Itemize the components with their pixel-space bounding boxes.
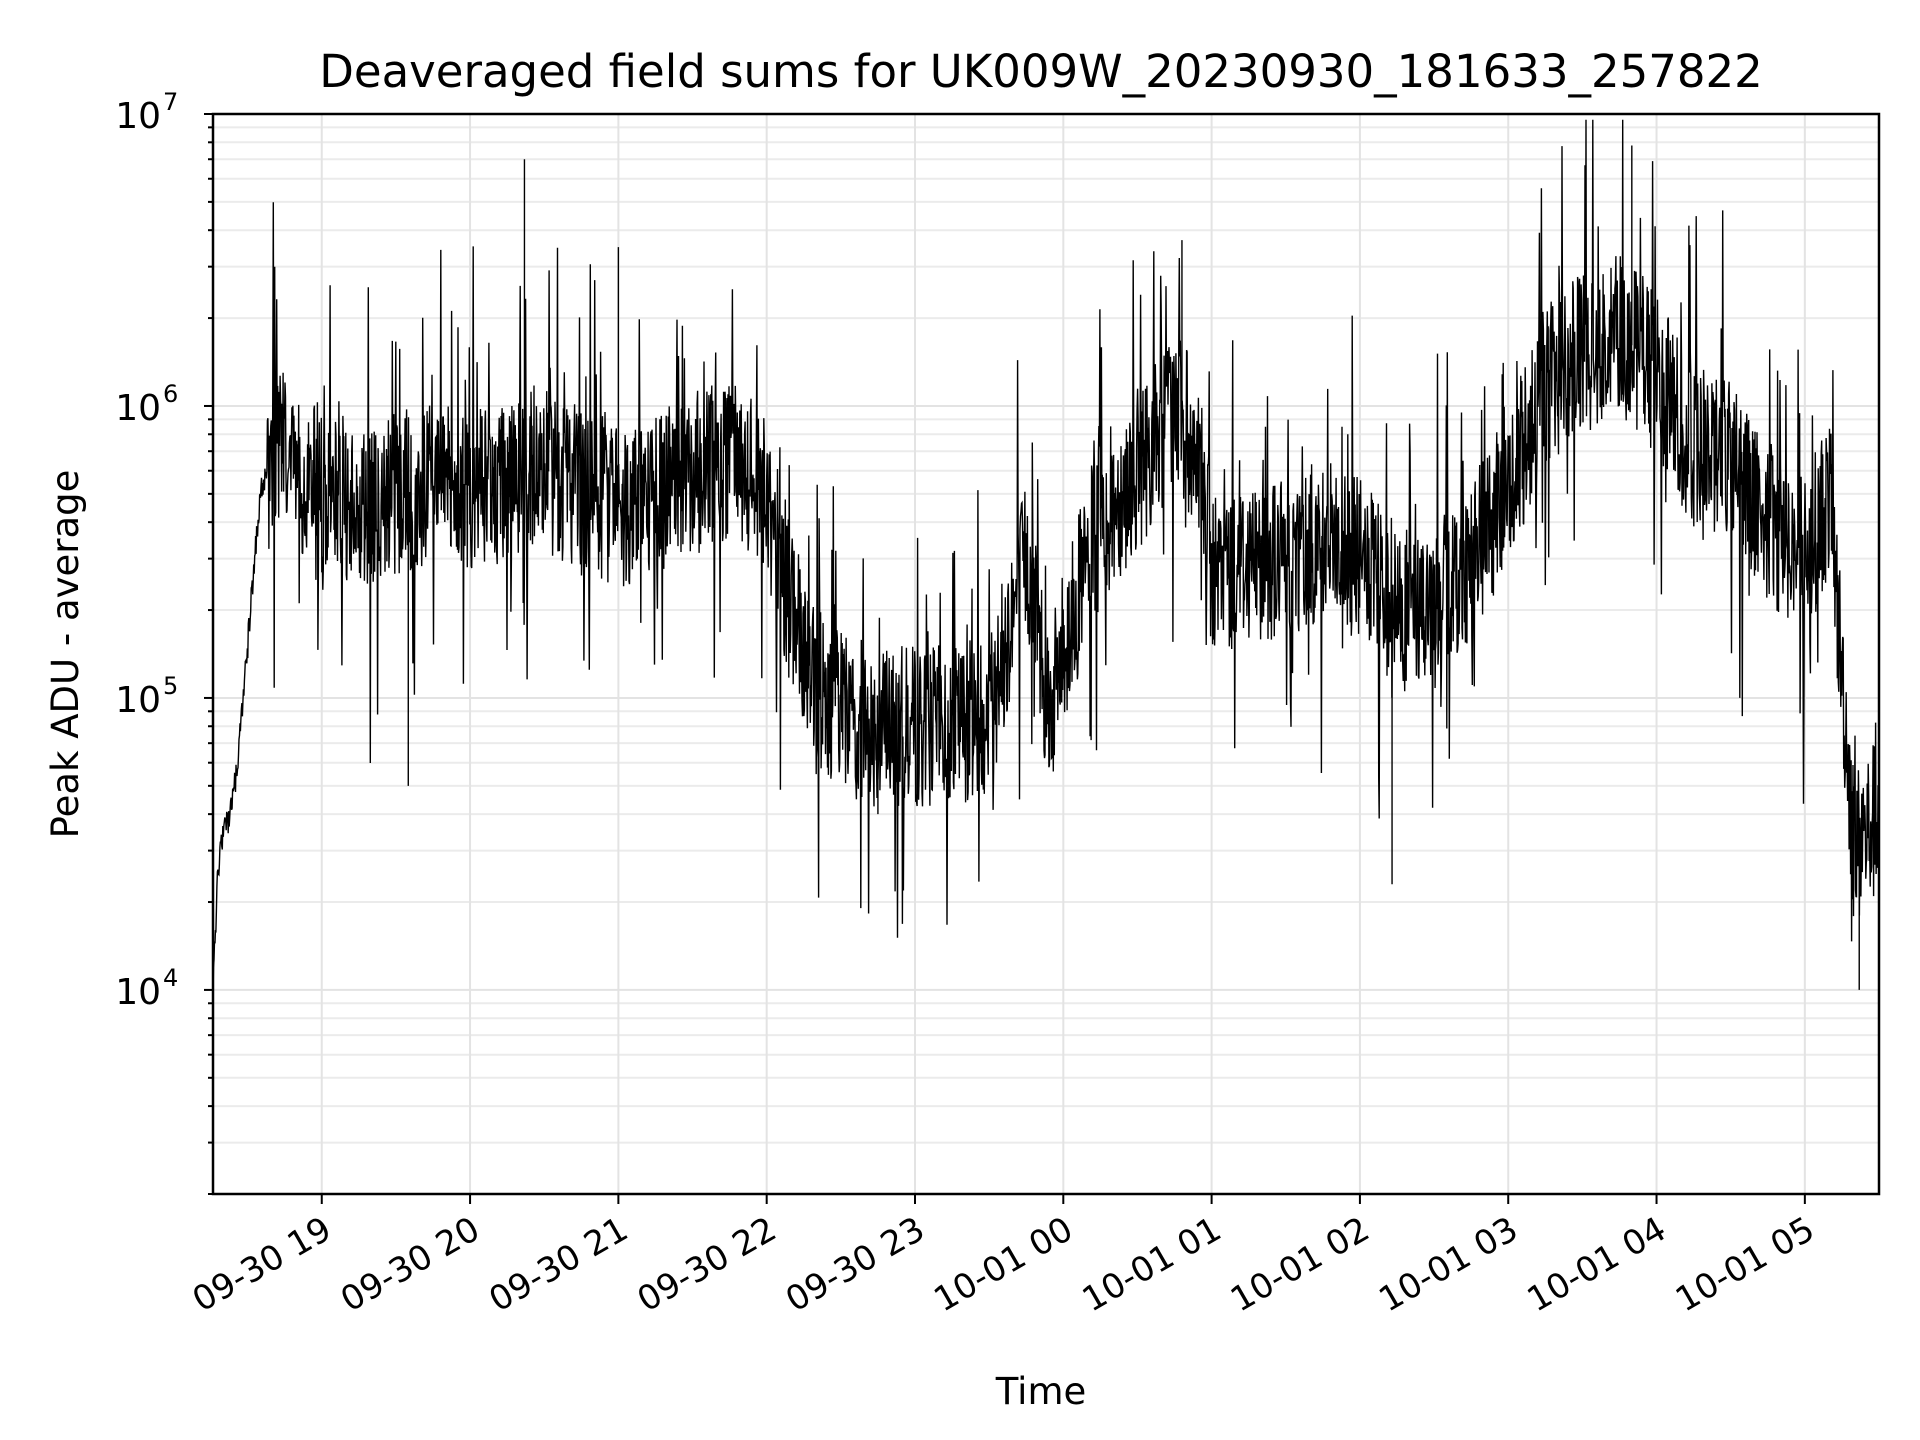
y-tick-label: 10 [115, 972, 161, 1013]
series-line [212, 119, 1880, 997]
y-tick-exponent: 7 [163, 88, 178, 116]
y-tick-exponent: 6 [163, 380, 178, 408]
x-tick-label: 09-30 23 [779, 1209, 931, 1320]
x-tick-label: 09-30 19 [186, 1209, 338, 1320]
y-axis-label: Peak ADU - average [44, 470, 87, 839]
x-tick-label: 09-30 22 [631, 1209, 783, 1320]
x-tick-label: 09-30 21 [482, 1209, 634, 1320]
y-tick-label: 10 [115, 680, 161, 721]
x-tick-label: 10-01 05 [1669, 1209, 1821, 1320]
grid [213, 113, 1879, 1195]
x-tick-label: 10-01 01 [1076, 1209, 1228, 1320]
x-tick-label: 10-01 03 [1372, 1209, 1524, 1320]
x-tick-label: 10-01 02 [1224, 1209, 1376, 1320]
x-tick-label: 10-01 04 [1521, 1209, 1673, 1320]
y-tick-label: 10 [115, 388, 161, 429]
y-tick-label: 10 [115, 96, 161, 137]
x-axis-label: Time [995, 1370, 1087, 1413]
series-layer [212, 119, 1880, 997]
x-tick-label: 10-01 00 [927, 1209, 1079, 1320]
plot-frame [211, 112, 1881, 1196]
chart-title: Deaveraged field sums for UK009W_2023093… [319, 45, 1763, 98]
y-tick-exponent: 5 [163, 672, 178, 700]
y-tick-exponent: 4 [163, 964, 178, 992]
x-tick-label: 09-30 20 [334, 1209, 486, 1320]
